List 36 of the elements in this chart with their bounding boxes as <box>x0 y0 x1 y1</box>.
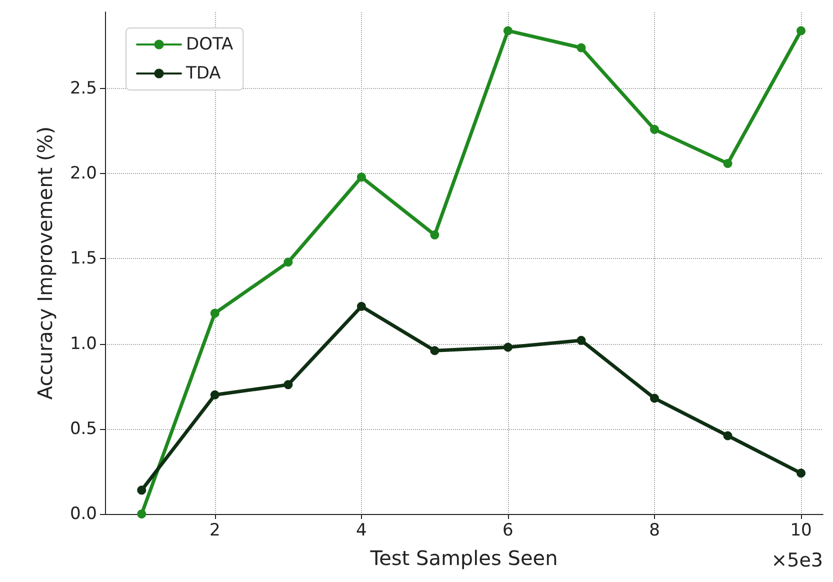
point <box>356 172 366 182</box>
point <box>137 486 146 495</box>
x-axis-title: Test Samples Seen <box>369 546 558 570</box>
y-tick-label: 2.0 <box>70 164 97 184</box>
x-tick-label: 2 <box>209 520 220 540</box>
y-axis-title: Accuracy Improvement (%) <box>33 126 57 400</box>
y-tick-label: 0.0 <box>70 504 97 524</box>
point <box>650 124 659 134</box>
point <box>503 26 512 36</box>
x-tick-label: 8 <box>649 520 660 540</box>
point <box>723 158 732 168</box>
x-tick-label: 4 <box>356 520 367 540</box>
point <box>430 346 440 356</box>
point <box>284 258 293 267</box>
y-tick-label: 1.5 <box>70 248 97 269</box>
point <box>650 394 659 403</box>
point <box>796 468 806 478</box>
point <box>137 510 146 518</box>
point <box>210 390 220 400</box>
point <box>210 308 220 318</box>
point <box>430 230 440 240</box>
point <box>356 302 366 311</box>
point <box>723 431 732 440</box>
point <box>796 26 806 36</box>
y-tick-label: 0.5 <box>70 418 97 439</box>
point <box>576 336 586 345</box>
x-tick-label: 6 <box>502 520 514 540</box>
legend-label: DOTA <box>186 34 234 54</box>
text: ×5e3 <box>771 550 824 572</box>
point <box>284 380 293 390</box>
y-tick-label: 2.5 <box>70 78 97 99</box>
point <box>576 43 586 52</box>
point <box>503 342 512 352</box>
y-tick-label: 1.0 <box>70 334 97 354</box>
x-tick-label: 10 <box>790 520 812 540</box>
legend-label: TDA <box>185 64 222 84</box>
